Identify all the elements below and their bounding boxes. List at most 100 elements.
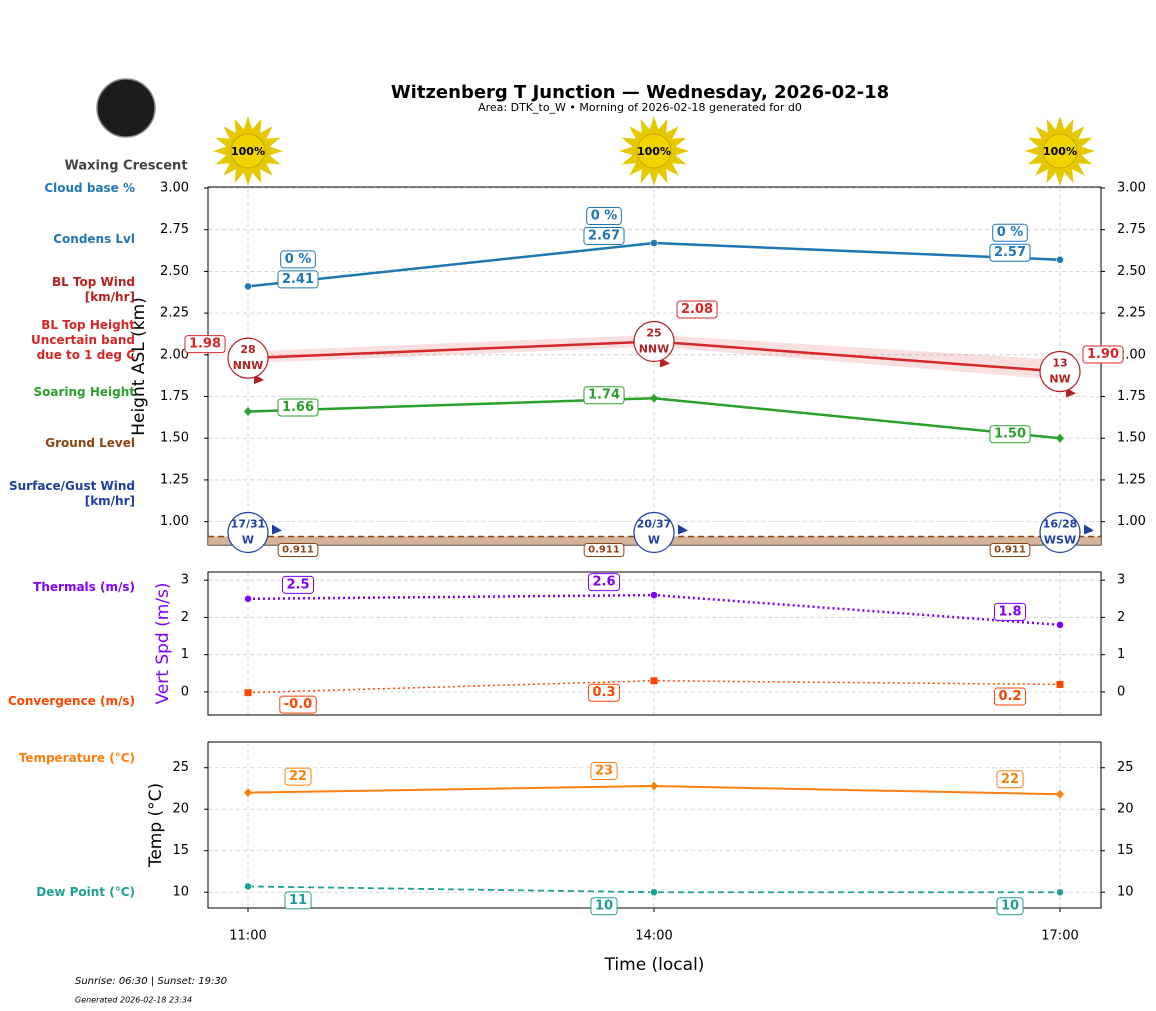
legend-label: Ground Level [45, 436, 135, 450]
point [244, 595, 252, 603]
legend-label: Surface/Gust Wind [km/hr] [9, 479, 135, 508]
legend-label: BL Top Height Uncertain band due to 1 de… [31, 318, 135, 362]
series-line [247, 885, 1060, 894]
point [650, 677, 658, 685]
wind-speed: 16/28 [1043, 517, 1078, 530]
legend-label: Thermals (m/s) [33, 580, 135, 594]
legend-label: Soaring Height [33, 385, 136, 399]
y-tick-label: 1 [181, 647, 189, 662]
y-tick-label: 3 [1117, 573, 1125, 588]
data-label: 2.57 [989, 243, 1031, 262]
data-label-text: 1.66 [282, 400, 314, 415]
data-label: 0.911 [277, 542, 319, 557]
label-box [993, 687, 1027, 706]
data-label: 0.2 [993, 687, 1027, 706]
label-box [590, 761, 618, 780]
point [650, 393, 658, 403]
y-tick-label: 1.75 [160, 389, 189, 404]
label-box [989, 542, 1031, 557]
y-tick-label: 2.00 [1117, 347, 1146, 362]
wind-speed: 25 [646, 326, 661, 339]
data-label: 0.911 [583, 542, 625, 557]
data-label: 23 [590, 761, 618, 780]
label-box [676, 300, 718, 319]
wind-symbol [227, 511, 269, 554]
label-box [992, 223, 1028, 242]
y-tick-label: 1.00 [1117, 514, 1146, 529]
label-box [277, 542, 319, 557]
data-label-text: 1.8 [998, 604, 1021, 619]
data-label-text: 1.98 [189, 337, 221, 352]
label-box [281, 575, 315, 594]
data-label: 1.74 [583, 386, 625, 405]
y-tick-label: 1.50 [160, 431, 189, 446]
data-label-text: 22 [1001, 772, 1019, 787]
y-tick-label: 2.00 [160, 347, 189, 362]
y-tick-label: 1.50 [1117, 431, 1146, 446]
point [1056, 789, 1064, 799]
wind-direction: NNW [233, 359, 264, 372]
sun [230, 133, 266, 169]
data-label-text: -0.0 [284, 697, 312, 712]
wind-symbol [633, 320, 675, 363]
data-label-text: 2.08 [681, 302, 713, 317]
label-box [279, 695, 317, 714]
legend-label: BL Top Wind [km/hr] [51, 275, 135, 304]
point [1056, 433, 1064, 443]
data-label: 10 [590, 897, 618, 916]
data-label: 0 % [586, 207, 622, 226]
wind-arrow [272, 524, 282, 535]
data-label-text: 1.90 [1087, 347, 1119, 362]
wind-direction: WSW [1044, 533, 1076, 546]
y-tick-label: 20 [172, 802, 189, 817]
data-label-text: 10 [595, 899, 613, 914]
y-tick-label: 1.25 [160, 472, 189, 487]
y-tick-label: 2.25 [1117, 306, 1146, 321]
y-tick-label: 15 [1117, 843, 1134, 858]
sun-label: 100% [637, 145, 671, 158]
label-box [587, 683, 621, 702]
legend-label: Convergence (m/s) [7, 694, 135, 708]
label-box [587, 573, 621, 592]
y-tick-label: 2.75 [160, 222, 189, 237]
point [244, 882, 252, 891]
y-tick-label: 2.50 [160, 264, 189, 279]
label-box [583, 386, 625, 405]
data-label-text: 0.911 [282, 544, 314, 555]
data-label-text: 0.2 [998, 689, 1021, 704]
plot-frame [207, 571, 1102, 716]
label-box [1082, 345, 1124, 364]
data-label-text: 0 % [591, 209, 618, 224]
data-label: 10 [996, 897, 1024, 916]
data-label: 0.3 [587, 683, 621, 702]
wind-direction: NNW [639, 342, 670, 355]
label-box [996, 770, 1024, 789]
wind-symbol [633, 511, 675, 554]
y-tick-label: 0 [181, 684, 189, 699]
point [650, 781, 658, 791]
point [1056, 888, 1064, 896]
wind-direction: NW [1049, 373, 1070, 386]
data-label-text: 22 [289, 769, 307, 784]
data-label: 2.5 [281, 575, 315, 594]
label-box [284, 767, 312, 786]
sun [1042, 133, 1078, 169]
uncertainty-band [248, 334, 1060, 380]
y-axis-label: Vert Spd (m/s) [153, 582, 173, 704]
wind-symbol [227, 337, 269, 379]
series-line [247, 396, 1061, 440]
data-label: 0 % [992, 223, 1028, 242]
legend-label: Cloud base % [44, 181, 135, 195]
data-label: -0.0 [279, 695, 317, 714]
legend-label: Condens Lvl [53, 232, 135, 246]
moon-icon [96, 78, 156, 138]
label-box [583, 227, 625, 246]
label-box [583, 542, 625, 557]
x-tick-label: 11:00 [229, 929, 266, 944]
label-box [996, 897, 1024, 916]
wind-speed: 13 [1052, 357, 1067, 370]
label-box [586, 207, 622, 226]
y-tick-label: 3.00 [160, 181, 189, 196]
y-tick-label: 2 [1117, 610, 1125, 625]
